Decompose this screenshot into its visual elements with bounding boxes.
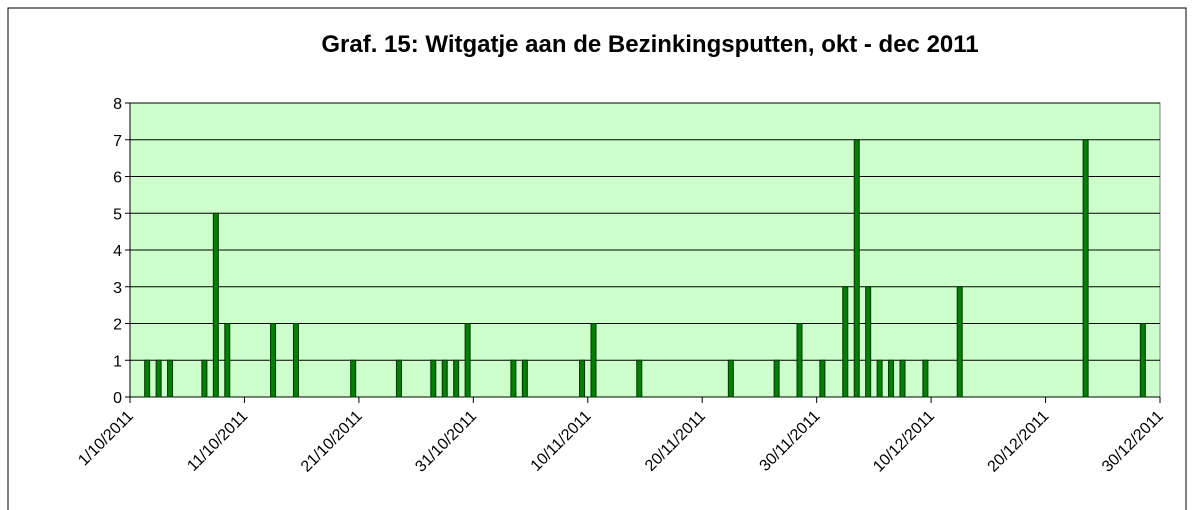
bar: [430, 359, 437, 398]
y-tick-label: 5: [113, 206, 122, 223]
bar: [636, 359, 643, 398]
y-tick-label: 7: [113, 133, 122, 150]
bar: [510, 359, 517, 398]
bar: [224, 323, 231, 398]
bar: [155, 359, 162, 398]
y-tick-label: 6: [113, 170, 122, 187]
y-tick-label: 1: [113, 353, 122, 370]
bar: [819, 359, 826, 398]
bar: [590, 323, 597, 398]
bar: [796, 323, 803, 398]
bar: [888, 359, 895, 398]
bar: [441, 359, 448, 398]
bar: [395, 359, 402, 398]
bar: [201, 359, 208, 398]
chart-title: Graf. 15: Witgatje aan de Bezinkingsputt…: [321, 31, 978, 58]
bar: [773, 359, 780, 398]
bar: [1139, 323, 1146, 398]
y-tick-label: 2: [113, 317, 122, 334]
bar: [876, 359, 883, 398]
y-tick-label: 8: [113, 96, 122, 113]
bar: [212, 212, 219, 398]
bar: [292, 323, 299, 398]
bar: [350, 359, 357, 398]
bar: [956, 286, 963, 398]
bar: [167, 359, 174, 398]
y-tick-label: 0: [113, 390, 122, 407]
bar: [521, 359, 528, 398]
bar: [865, 286, 872, 398]
bar: [144, 359, 151, 398]
bar: [464, 323, 471, 398]
bar: [853, 139, 860, 398]
bar: [899, 359, 906, 398]
bar: [579, 359, 586, 398]
bar: [922, 359, 929, 398]
bar: [727, 359, 734, 398]
bar: [1082, 139, 1089, 398]
bar: [270, 323, 277, 398]
y-tick-label: 4: [113, 243, 122, 260]
y-tick-label: 3: [113, 280, 122, 297]
bar: [453, 359, 460, 398]
bar: [842, 286, 849, 398]
